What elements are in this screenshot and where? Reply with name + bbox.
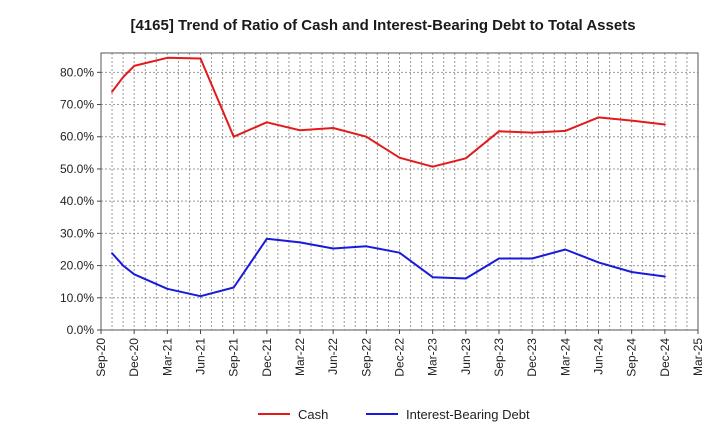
x-tick-label: Jun-24 xyxy=(592,338,606,375)
x-tick-label: Sep-24 xyxy=(625,338,639,377)
axes-layer: 0.0% 10.0% 20.0% 30.0% 40.0% 50.0% 60.0% 70.0% 8… xyxy=(60,52,705,377)
y-tick-label: 40.0% xyxy=(60,194,94,208)
x-tick-label: Dec-23 xyxy=(525,338,539,377)
legend: Cash Interest-Bearing Debt xyxy=(258,407,530,422)
x-tick-label: Sep-21 xyxy=(227,338,241,377)
x-tick-label: Dec-21 xyxy=(260,338,274,377)
plot-border xyxy=(100,52,699,331)
series-layer xyxy=(111,56,666,298)
x-tick-label: Dec-22 xyxy=(393,338,407,377)
x-tick-label: Sep-22 xyxy=(359,338,373,377)
legend-label-cash: Cash xyxy=(298,407,328,422)
x-tick-label: Jun-23 xyxy=(459,338,473,375)
chart-title: [4165] Trend of Ratio of Cash and Intere… xyxy=(130,17,635,34)
x-tick-label: Dec-24 xyxy=(658,338,672,377)
x-tick-label: Mar-25 xyxy=(691,338,705,376)
y-tick-label: 80.0% xyxy=(60,65,94,79)
y-tick-label: 0.0% xyxy=(67,323,95,337)
x-tick-label: Sep-23 xyxy=(492,338,506,377)
y-tick-label: 70.0% xyxy=(60,98,94,112)
y-tick-label: 60.0% xyxy=(60,130,94,144)
legend-label-interest-bearing-debt: Interest-Bearing Debt xyxy=(406,407,530,422)
plot-area xyxy=(101,53,698,330)
y-tick-label: 30.0% xyxy=(60,226,94,240)
y-tick-label: 50.0% xyxy=(60,162,94,176)
x-tick-label: Mar-21 xyxy=(160,338,174,376)
series-line-cash xyxy=(111,56,666,168)
y-tick-label: 20.0% xyxy=(60,259,94,273)
x-tick-label: Jun-21 xyxy=(194,338,208,375)
series-line-interest-bearing-debt xyxy=(111,237,666,298)
x-tick-label: Mar-23 xyxy=(426,338,440,376)
x-tick-label: Sep-20 xyxy=(94,338,108,377)
x-tick-label: Mar-22 xyxy=(293,338,307,376)
x-tick-label: Mar-24 xyxy=(558,338,572,376)
x-tick-label: Jun-22 xyxy=(326,338,340,375)
grid-layer xyxy=(101,53,698,330)
y-tick-label: 10.0% xyxy=(60,291,94,305)
x-tick-label: Dec-20 xyxy=(127,338,141,377)
